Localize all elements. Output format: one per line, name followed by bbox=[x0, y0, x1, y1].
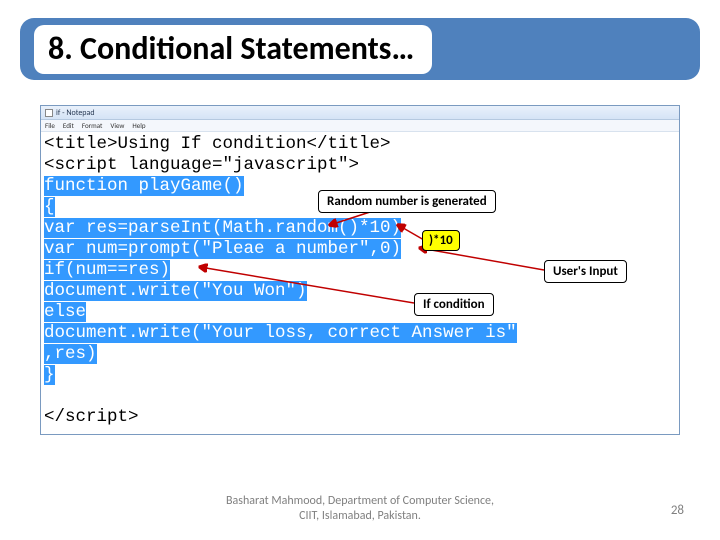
callout-user-input: User's Input bbox=[544, 260, 627, 283]
code-line-5: var res=parseInt(Math.random()*10) bbox=[44, 218, 401, 238]
slide-title-bar: 8. Conditional Statements… bbox=[20, 18, 700, 80]
code-line-2: <script language="javascript"> bbox=[44, 155, 359, 175]
footer-attribution: Basharat Mahmood, Department of Computer… bbox=[220, 494, 500, 524]
code-line-9: else bbox=[44, 302, 86, 322]
notepad-menubar: File Edit Format View Help bbox=[41, 120, 679, 132]
code-line-8: document.write("You Won") bbox=[44, 281, 307, 301]
code-line-11: ,res) bbox=[44, 344, 97, 364]
notepad-titlebar: if - Notepad bbox=[41, 106, 679, 120]
code-line-13: </script> bbox=[44, 407, 139, 427]
menu-help: Help bbox=[132, 121, 145, 130]
notepad-title-text: if - Notepad bbox=[56, 108, 95, 118]
menu-file: File bbox=[45, 121, 55, 130]
menu-format: Format bbox=[82, 121, 102, 130]
slide-number: 28 bbox=[671, 503, 684, 518]
code-line-3: function playGame() bbox=[44, 176, 244, 196]
menu-view: View bbox=[110, 121, 124, 130]
code-line-1: <title>Using If condition</title> bbox=[44, 134, 391, 154]
menu-edit: Edit bbox=[63, 121, 74, 130]
callout-times10: )*10 bbox=[422, 230, 460, 251]
callout-if-condition: If condition bbox=[414, 293, 494, 316]
notepad-icon bbox=[45, 109, 53, 117]
code-line-4: { bbox=[44, 197, 55, 217]
slide-title: 8. Conditional Statements… bbox=[34, 25, 432, 74]
code-line-12: } bbox=[44, 365, 55, 385]
code-line-7: if(num==res) bbox=[44, 260, 170, 280]
callout-random: Random number is generated bbox=[318, 190, 496, 213]
code-line-6: var num=prompt("Pleae a number",0) bbox=[44, 239, 401, 259]
code-line-10: document.write("Your loss, correct Answe… bbox=[44, 323, 517, 343]
